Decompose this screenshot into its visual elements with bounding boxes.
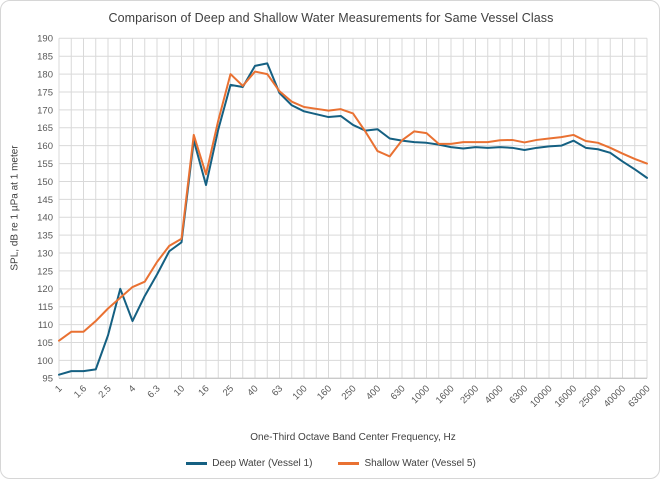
x-tick-label: 1.6: [72, 383, 89, 400]
x-tick-label: 63: [270, 383, 285, 398]
y-tick-labels: 95 100 105 110 115 120 125 130 135 140 145 150 155 16…: [37, 34, 53, 385]
y-tick-label: 175: [37, 87, 53, 98]
y-tick-label: 185: [37, 52, 53, 63]
chart-title: Comparison of Deep and Shallow Water Mea…: [108, 11, 554, 25]
x-tick-label: 400: [364, 383, 383, 402]
y-tick-label: 145: [37, 195, 53, 206]
y-tick-label: 130: [37, 248, 53, 259]
legend-label-deep-water: Deep Water (Vessel 1): [212, 458, 313, 469]
legend-item-deep-water: Deep Water (Vessel 1): [186, 458, 312, 469]
y-tick-label: 120: [37, 284, 53, 295]
y-tick-label: 165: [37, 123, 53, 134]
y-axis-title: SPL, dB re 1 µPa at 1 meter: [9, 145, 21, 271]
x-tick-label: 1000: [409, 383, 432, 406]
y-tick-label: 190: [37, 34, 53, 45]
y-tick-label: 170: [37, 105, 53, 116]
x-tick-label: 25000: [577, 383, 603, 409]
x-tick-label: 4000: [483, 383, 506, 406]
x-tick-label: 16000: [553, 383, 579, 409]
x-tick-label: 1600: [434, 383, 457, 406]
x-tick-label: 250: [340, 383, 359, 402]
x-tick-label: 4: [127, 383, 139, 395]
x-tick-label: 2.5: [96, 383, 113, 400]
x-tick-label: 16: [196, 383, 211, 398]
y-tick-label: 140: [37, 213, 53, 224]
y-tick-label: 110: [38, 320, 53, 331]
y-tick-label: 105: [37, 338, 53, 349]
x-tick-label: 2500: [458, 383, 481, 406]
legend-line-swatch-deep-water: [186, 462, 208, 465]
legend-item-shallow-water: Shallow Water (Vessel 5): [338, 458, 476, 469]
y-tick-label: 180: [37, 69, 53, 80]
y-tick-label: 115: [38, 302, 53, 313]
series-line-0: [58, 62, 648, 376]
legend: Deep Water (Vessel 1) Shallow Water (Ves…: [1, 458, 659, 469]
x-tick-label: 63000: [626, 383, 652, 409]
x-tick-label: 10: [172, 383, 187, 398]
x-tick-label: 100: [291, 383, 310, 402]
x-tick-label: 40: [245, 383, 260, 398]
x-axis-title: One-Third Octave Band Center Frequency, …: [250, 432, 456, 443]
legend-line-swatch-shallow-water: [338, 462, 360, 465]
x-tick-label: 25: [221, 383, 236, 398]
y-tick-label: 95: [42, 374, 53, 385]
x-tick-label: 6.3: [145, 383, 162, 400]
y-tick-label: 135: [37, 231, 53, 242]
x-tick-label: 40000: [602, 383, 628, 409]
gridlines: [58, 37, 648, 379]
x-tick-label: 6300: [507, 383, 530, 406]
legend-label-shallow-water: Shallow Water (Vessel 5): [364, 458, 476, 469]
x-tick-labels: 1 1.6 2.5 4 6.3 10 16 25 40 63 100 160 250 400 630 1000…: [53, 383, 653, 409]
x-tick-label: 160: [315, 383, 334, 402]
y-tick-label: 155: [37, 159, 53, 170]
x-tick-label: 10000: [528, 383, 554, 409]
x-tick-label: 630: [389, 383, 408, 402]
x-tick-label: 1: [53, 383, 65, 395]
series-line-1: [58, 70, 648, 342]
y-tick-label: 125: [37, 266, 53, 277]
y-tick-label: 150: [37, 177, 53, 188]
y-tick-label: 100: [37, 356, 53, 367]
y-tick-label: 160: [37, 141, 53, 152]
